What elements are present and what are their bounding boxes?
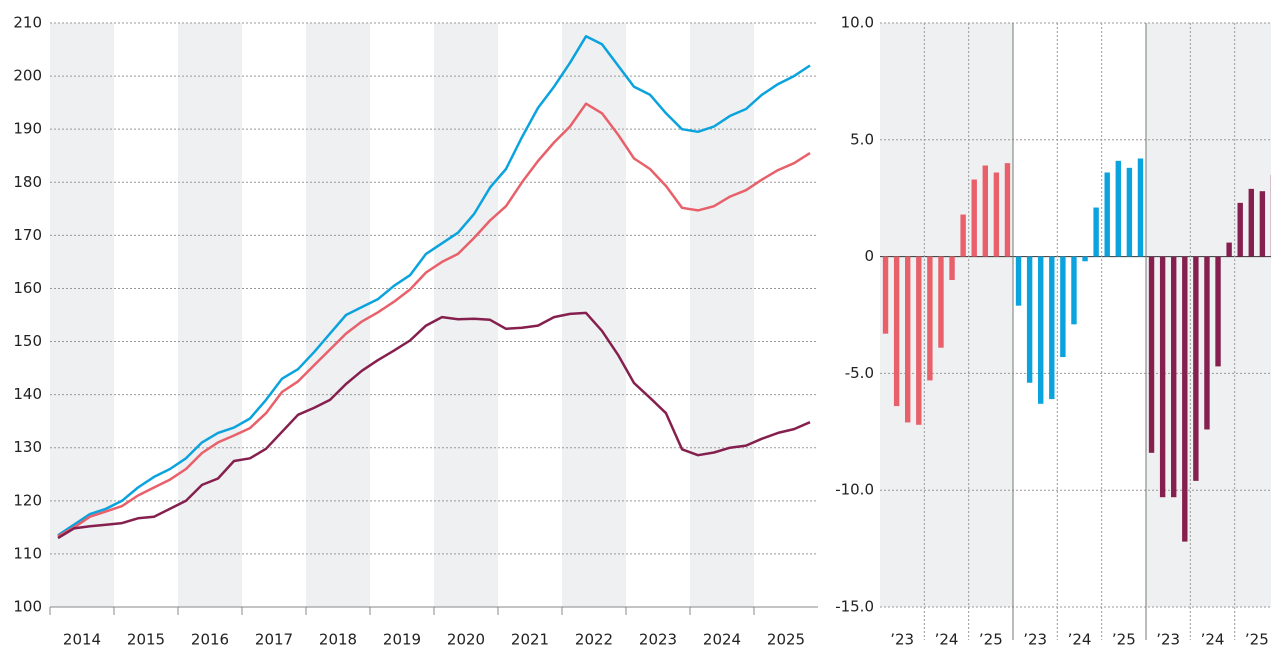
bar	[927, 256, 933, 381]
bar	[1038, 256, 1044, 404]
x-tick-label: 2018	[319, 631, 357, 649]
y-tick-label: 170	[13, 226, 42, 244]
x-tick-label: ’24	[935, 631, 959, 649]
x-tick-label: ’24	[1068, 631, 1092, 649]
bar	[1171, 256, 1177, 498]
y-tick-label: 160	[13, 279, 42, 297]
bar	[1093, 207, 1099, 257]
bar	[1204, 256, 1210, 430]
bar	[1137, 158, 1144, 257]
bar	[905, 256, 911, 423]
bar	[1248, 188, 1254, 257]
bar	[1126, 167, 1133, 257]
x-tick-label: 2015	[127, 631, 165, 649]
bar	[1004, 163, 1011, 257]
bar	[1049, 256, 1055, 400]
x-tick-label: 2022	[575, 631, 613, 649]
year-band	[434, 23, 498, 607]
x-tick-label: ’24	[1201, 631, 1225, 649]
x-tick-label: 2021	[511, 631, 549, 649]
x-tick-label: 2019	[383, 631, 421, 649]
bar	[1259, 191, 1266, 257]
bar	[1148, 256, 1155, 453]
bar	[1226, 242, 1232, 257]
bar	[893, 256, 900, 407]
bar	[960, 214, 966, 257]
x-tick-label: ’23	[1023, 631, 1047, 649]
y-tick-label: 180	[13, 173, 42, 191]
y-tick-label: 110	[13, 544, 42, 562]
bar	[1104, 172, 1110, 257]
bar	[1015, 256, 1022, 306]
y-tick-label: 140	[13, 385, 42, 403]
x-tick-label: 2016	[191, 631, 229, 649]
y-tick-label: 190	[13, 120, 42, 138]
bar	[971, 179, 977, 257]
y-tick-label: -5.0	[845, 364, 874, 382]
y-tick-label: 150	[13, 332, 42, 350]
bar	[1159, 256, 1166, 498]
y-tick-label: 10.0	[841, 14, 874, 32]
x-tick-label: ’25	[1112, 631, 1136, 649]
y-tick-label: -15.0	[835, 598, 874, 616]
bar	[1026, 256, 1033, 383]
bar	[1193, 256, 1199, 481]
bar	[1215, 256, 1221, 367]
x-tick-label: 2014	[63, 631, 101, 649]
x-tick-label: ’25	[1245, 631, 1269, 649]
x-tick-label: 2025	[767, 631, 805, 649]
bar	[916, 256, 922, 425]
line-series	[57, 35, 811, 537]
line-series	[57, 102, 811, 538]
year-band	[306, 23, 370, 607]
y-tick-label: 200	[13, 67, 42, 85]
bar	[938, 256, 944, 348]
year-band	[562, 23, 626, 607]
year-band	[178, 23, 242, 607]
x-tick-label: 2020	[447, 631, 485, 649]
y-tick-label: 120	[13, 491, 42, 509]
bar	[882, 256, 889, 334]
line-series	[57, 311, 811, 540]
bar	[1060, 256, 1066, 358]
x-tick-label: ’25	[979, 631, 1003, 649]
bar	[1071, 256, 1077, 325]
y-tick-label: 0	[864, 247, 874, 265]
bar	[1237, 202, 1243, 257]
x-tick-label: 2024	[703, 631, 741, 649]
bar	[1082, 256, 1088, 262]
x-tick-label: ’23	[890, 631, 914, 649]
x-tick-label: ’23	[1156, 631, 1180, 649]
y-tick-label: 210	[13, 14, 42, 32]
y-tick-label: 100	[13, 598, 42, 616]
y-tick-label: -10.0	[835, 481, 874, 499]
bar	[982, 165, 988, 257]
y-tick-label: 130	[13, 438, 42, 456]
x-tick-label: 2023	[639, 631, 677, 649]
y-tick-label: 5.0	[850, 130, 874, 148]
bar	[949, 256, 955, 280]
bar	[993, 172, 1000, 257]
bar	[1182, 256, 1188, 542]
x-tick-label: 2017	[255, 631, 293, 649]
panel-band	[880, 23, 1013, 607]
bar	[1115, 160, 1121, 257]
